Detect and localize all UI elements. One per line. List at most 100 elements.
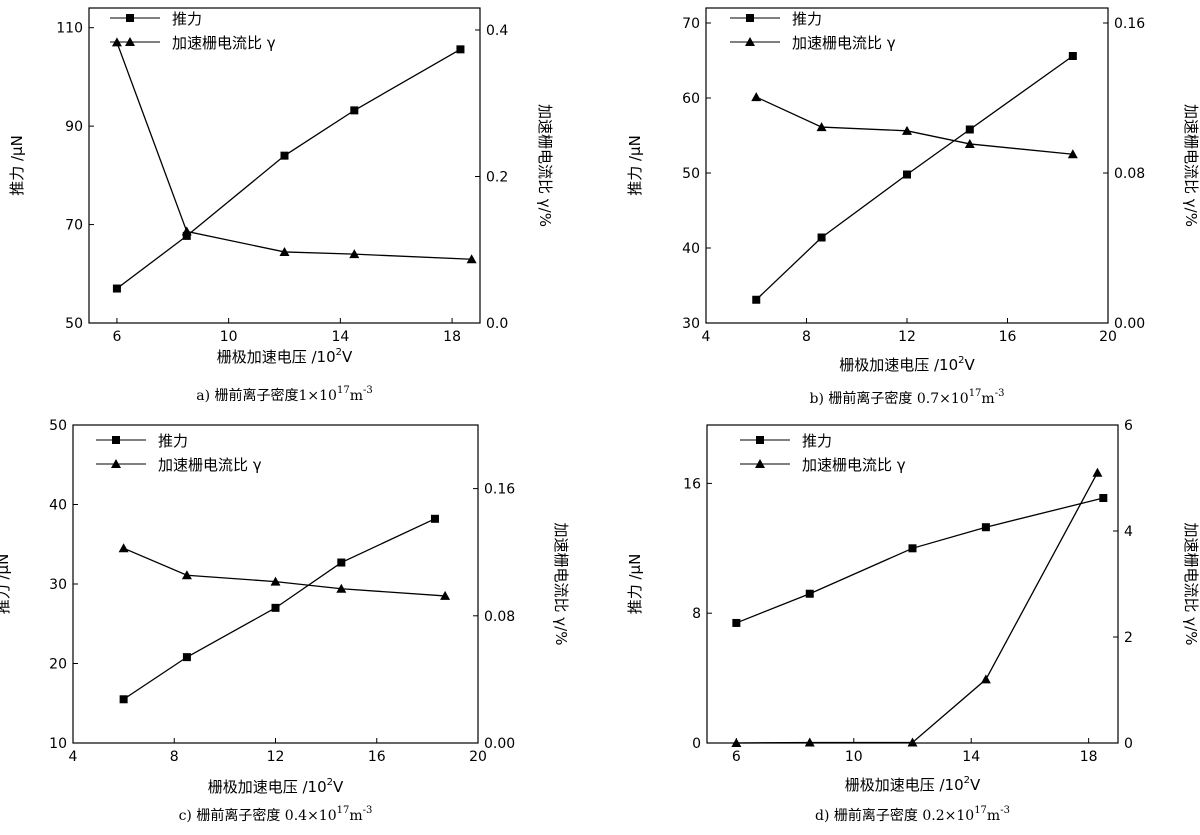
current-ratio-point: [466, 254, 477, 264]
legend-marker: [756, 436, 764, 444]
y-axis-label: 推力 /μN: [0, 554, 12, 615]
series-line-current-ratio: [116, 42, 472, 260]
x-tick-label: 4: [69, 749, 78, 765]
x-tick-label: 20: [1099, 329, 1117, 345]
plot-frame: [706, 424, 1119, 744]
current-ratio-point: [980, 674, 991, 684]
y-tick-label: 40: [49, 498, 67, 514]
current-ratio-point: [804, 737, 815, 747]
legend-label: 推力: [158, 432, 188, 450]
thrust-point: [112, 284, 121, 293]
x-tick-label: 14: [962, 749, 980, 765]
y-tick-label: 30: [49, 577, 67, 593]
y2-tick-label: 2: [1124, 630, 1133, 646]
x-axis-label: 栅极加速电压 /102V: [208, 777, 344, 796]
current-ratio-point: [270, 576, 281, 586]
x-tick-label: 12: [267, 749, 285, 765]
legend-label: 推力: [172, 10, 202, 28]
thrust-point: [430, 514, 439, 523]
x-tick-label: 16: [999, 329, 1017, 345]
x-tick-label: 8: [170, 749, 179, 765]
y2-tick-label: 6: [1124, 418, 1133, 434]
panel-caption: b) 栅前离子密度 0.7×1017m-3: [810, 388, 1005, 407]
current-ratio-point: [181, 570, 192, 580]
series-line-thrust: [755, 55, 1074, 301]
thrust-point: [981, 523, 990, 532]
current-ratio-point: [349, 249, 360, 259]
y-tick-label: 20: [49, 657, 67, 673]
current-ratio-point: [907, 737, 918, 747]
y2-tick-label: 4: [1124, 524, 1133, 540]
series-line-current-ratio: [755, 96, 1073, 155]
y-axis-label: 推力 /μN: [626, 554, 644, 615]
legend-marker: [125, 37, 135, 46]
current-ratio-point: [336, 583, 347, 593]
current-ratio-point: [440, 590, 451, 600]
y2-tick-label: 0.2: [486, 169, 508, 185]
y-tick-label: 90: [65, 119, 83, 135]
x-axis-label: 栅极加速电压 /102V: [839, 355, 975, 374]
y-tick-label: 40: [682, 241, 700, 257]
x-tick-label: 6: [732, 749, 741, 765]
y-tick-label: 50: [682, 166, 700, 182]
thrust-point: [908, 544, 917, 553]
thrust-point: [752, 295, 761, 304]
y-tick-label: 8: [692, 606, 701, 622]
x-tick-label: 10: [845, 749, 863, 765]
y2-axis-label: 加速栅电流比 γ/%: [536, 104, 554, 227]
y-tick-label: 50: [49, 418, 67, 434]
current-ratio-point: [279, 246, 290, 256]
y-axis-label: 推力 /μN: [626, 135, 644, 196]
thrust-point: [965, 125, 974, 134]
legend-marker: [745, 37, 755, 46]
thrust-point: [119, 695, 128, 704]
y2-tick-label: 0.0: [486, 316, 508, 332]
thrust-point: [182, 231, 191, 240]
x-tick-label: 16: [368, 749, 386, 765]
legend-marker: [755, 459, 765, 468]
thrust-point: [1099, 494, 1108, 503]
thrust-point: [271, 603, 280, 612]
thrust-point: [732, 618, 741, 627]
legend-label: 加速栅电流比 γ: [158, 456, 262, 474]
thrust-point: [1068, 52, 1077, 60]
current-ratio-point: [816, 122, 827, 132]
panel-caption: a) 栅前离子密度1×1017m-3: [196, 385, 372, 404]
legend-marker: [126, 14, 134, 22]
y2-axis-label: 加速栅电流比 γ/%: [1182, 523, 1200, 646]
current-ratio-point: [118, 543, 129, 553]
legend-label: 加速栅电流比 γ: [172, 34, 276, 52]
current-ratio-point: [902, 125, 912, 135]
y2-tick-label: 0.16: [484, 482, 515, 498]
y2-tick-label: 0.00: [484, 736, 515, 752]
y-tick-label: 10: [49, 736, 67, 752]
current-ratio-point: [751, 92, 762, 102]
y2-tick-label: 0.16: [1114, 16, 1145, 32]
series-line-current-ratio: [123, 547, 446, 597]
x-tick-label: 18: [443, 329, 461, 345]
legend-marker: [112, 436, 120, 444]
thrust-point: [350, 106, 359, 115]
plot-frame: [88, 7, 481, 324]
y-axis-label: 推力 /μN: [8, 135, 26, 196]
x-tick-label: 14: [331, 329, 349, 345]
y2-axis-label: 加速栅电流比 γ/%: [552, 523, 570, 646]
x-tick-label: 4: [702, 329, 711, 345]
y-tick-label: 16: [683, 476, 701, 492]
x-tick-label: 6: [112, 329, 121, 345]
y-tick-label: 50: [65, 316, 83, 332]
thrust-point: [817, 233, 826, 242]
x-tick-label: 10: [220, 329, 238, 345]
y2-tick-label: 0.08: [484, 609, 515, 625]
current-ratio-point: [731, 738, 742, 747]
y2-tick-label: 0.4: [486, 23, 508, 39]
x-tick-label: 8: [802, 329, 811, 345]
y2-axis-label: 加速栅电流比 γ/%: [1182, 104, 1200, 227]
x-axis-label: 栅极加速电压 /102V: [845, 775, 981, 794]
x-tick-label: 18: [1080, 749, 1098, 765]
current-ratio-point: [964, 138, 975, 148]
